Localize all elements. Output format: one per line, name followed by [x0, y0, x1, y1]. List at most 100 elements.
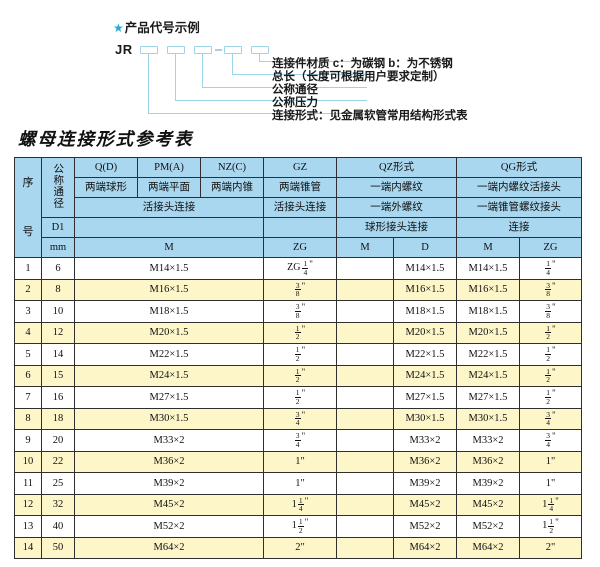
- star-icon: ★: [113, 21, 124, 35]
- cell-qg-m: M45×2: [456, 493, 520, 516]
- cell-thread-m: M39×2: [74, 472, 264, 495]
- cell-thread-m: M45×2: [74, 493, 264, 516]
- table-row: 11 25 M39×2 1" M39×2 M39×2 1": [14, 472, 583, 495]
- cell-qz-d: M39×2: [393, 472, 457, 495]
- cell-qz-d: M45×2: [393, 493, 457, 516]
- table-row: 3 10 M18×1.5 3 8 " M18×1.5 M18×1.5 3 8 ": [14, 300, 583, 323]
- cell-qz-d: M18×1.5: [393, 300, 457, 323]
- page-title: 螺母连接形式参考表: [18, 130, 194, 150]
- leader-line-v-4: [232, 54, 234, 75]
- cell-qg-zg: 3 4 ": [518, 429, 583, 452]
- cell-qz-m: [336, 407, 394, 430]
- table-header: 序 号 公称通径 Q(D) PM(A) NZ(C) GZ QZ形式 QG形式 两…: [14, 157, 583, 258]
- header-desc-nzc: 两端内锥: [200, 177, 264, 198]
- cell-qz-d: M52×2: [393, 515, 457, 538]
- cell-gz-zg: 1 2 ": [263, 364, 337, 387]
- cell-qg-m: M20×1.5: [456, 321, 520, 344]
- cell-seq: 1: [14, 257, 42, 280]
- header-row-connection2: D1 球形接头连接 连接: [15, 217, 583, 238]
- cell-qg-m: M30×1.5: [456, 407, 520, 430]
- leader-line-h-2: [175, 100, 367, 102]
- cell-gz-zg: 1": [263, 450, 337, 473]
- header-seq-number: 序 号: [14, 157, 42, 258]
- cell-thread-m: M14×1.5: [74, 257, 264, 280]
- cell-gz-zg: 1 2 ": [263, 343, 337, 366]
- leader-line-h-1: [148, 113, 367, 115]
- table-row: 6 15 M24×1.5 1 2 " M24×1.5 M24×1.5 1 2 ": [14, 364, 583, 387]
- cell-qz-m: [336, 300, 394, 323]
- diagram-heading: ★产品代号示例: [113, 17, 200, 36]
- header-desc-pma: 两端平面: [137, 177, 201, 198]
- cell-gz-zg: 3 8 ": [263, 278, 337, 301]
- code-box-1: [140, 46, 158, 54]
- leader-line-h-4: [232, 74, 367, 76]
- cell-qz-d: M27×1.5: [393, 386, 457, 409]
- cell-seq: 6: [14, 364, 42, 387]
- header-conn-left: 活接头连接: [74, 197, 264, 218]
- code-box-2: [167, 46, 185, 54]
- cell-nominal-diameter: 8: [41, 278, 75, 301]
- cell-qz-d: M33×2: [393, 429, 457, 452]
- header-dn-sub: D1: [41, 217, 75, 238]
- table-row: 8 18 M30×1.5 3 4 " M30×1.5 M30×1.5 3 4 ": [14, 407, 583, 430]
- cell-qz-m: [336, 472, 394, 495]
- header-desc-qg: 一端内螺纹活接头: [455, 177, 583, 198]
- cell-qz-m: [336, 321, 394, 344]
- cell-thread-m: M64×2: [74, 536, 264, 559]
- cell-qz-d: M22×1.5: [393, 343, 457, 366]
- cell-qz-m: [336, 386, 394, 409]
- cell-nominal-diameter: 15: [41, 364, 75, 387]
- cell-seq: 11: [14, 472, 42, 495]
- table-row: 10 22 M36×2 1" M36×2 M36×2 1": [14, 450, 583, 473]
- cell-qz-d: M16×1.5: [393, 278, 457, 301]
- cell-gz-zg: ZG 1 4 ": [263, 257, 337, 280]
- cell-qg-m: M22×1.5: [456, 343, 520, 366]
- cell-qg-m: M52×2: [456, 515, 520, 538]
- cell-nominal-diameter: 40: [41, 515, 75, 538]
- cell-qg-zg: 2": [518, 536, 583, 559]
- table-row: 4 12 M20×1.5 1 2 " M20×1.5 M20×1.5 1 2 ": [14, 321, 583, 344]
- cell-seq: 2: [14, 278, 42, 301]
- header-conn2-qg: 连接: [455, 217, 583, 238]
- cell-qg-m: M16×1.5: [456, 278, 520, 301]
- cell-nominal-diameter: 50: [41, 536, 75, 559]
- cell-thread-m: M16×1.5: [74, 278, 264, 301]
- callout-nominal-dn: 公称通径: [272, 84, 318, 96]
- cell-seq: 5: [14, 343, 42, 366]
- header-unit-d-qz: D: [393, 237, 457, 258]
- cell-thread-m: M52×2: [74, 515, 264, 538]
- cell-nominal-diameter: 10: [41, 300, 75, 323]
- table-row: 13 40 M52×2 1 1 2 " M52×2 M52×2 1 1 2 ": [14, 515, 583, 538]
- header-nominal-diameter-label: 公称通径: [52, 162, 65, 209]
- cell-gz-zg: 2": [263, 536, 337, 559]
- cell-seq: 13: [14, 515, 42, 538]
- leader-line-v-1: [148, 54, 150, 114]
- cell-qg-zg: 1": [518, 450, 583, 473]
- cell-qg-zg: 3 8 ": [518, 278, 583, 301]
- cell-nominal-diameter: 25: [41, 472, 75, 495]
- header-code-nzc: NZ(C): [200, 157, 264, 178]
- cell-thread-m: M36×2: [74, 450, 264, 473]
- cell-seq: 4: [14, 321, 42, 344]
- table-row: 5 14 M22×1.5 1 2 " M22×1.5 M22×1.5 1 2 ": [14, 343, 583, 366]
- cell-qz-d: M30×1.5: [393, 407, 457, 430]
- cell-qg-zg: 1 4 ": [518, 257, 583, 280]
- cell-nominal-diameter: 20: [41, 429, 75, 452]
- cell-thread-m: M27×1.5: [74, 386, 264, 409]
- cell-qz-m: [336, 429, 394, 452]
- cell-qg-zg: 1 2 ": [518, 321, 583, 344]
- cell-qg-m: M39×2: [456, 472, 520, 495]
- header-code-qd: Q(D): [74, 157, 138, 178]
- header-nominal-diameter: 公称通径: [41, 157, 75, 218]
- callout-material: 连接件材质 c：为碳钢 b：为不锈钢: [272, 58, 453, 70]
- cell-nominal-diameter: 18: [41, 407, 75, 430]
- cell-gz-zg: 1 2 ": [263, 321, 337, 344]
- cell-seq: 10: [14, 450, 42, 473]
- spec-table-container: 序 号 公称通径 Q(D) PM(A) NZ(C) GZ QZ形式 QG形式 两…: [14, 157, 583, 559]
- cell-gz-zg: 1 1 2 ": [263, 515, 337, 538]
- cell-seq: 9: [14, 429, 42, 452]
- cell-qg-zg: 1": [518, 472, 583, 495]
- cell-qg-zg: 1 2 ": [518, 386, 583, 409]
- cell-qz-d: M20×1.5: [393, 321, 457, 344]
- header-row-connection: 活接头连接 活接头连接 一端外螺纹 一端锥管螺纹接头: [15, 197, 583, 218]
